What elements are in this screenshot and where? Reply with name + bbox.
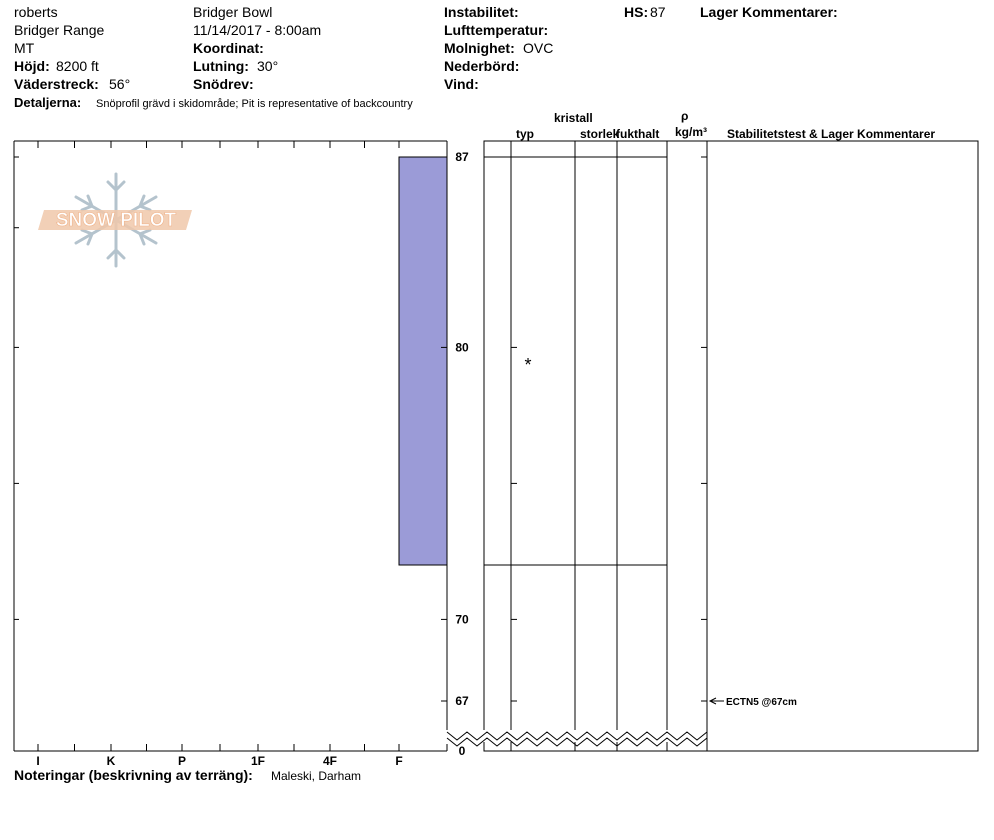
density-unit-header: kg/m³ — [675, 125, 708, 139]
instability-label: Instabilitet: — [444, 4, 519, 20]
grain-frame — [483, 140, 708, 752]
wind-label: Vind: — [444, 76, 479, 92]
crystal-column-header: kristall — [554, 111, 593, 125]
hs-value: 87 — [650, 4, 666, 20]
sky-cover-value: OVC — [523, 40, 554, 56]
hardness-label: 1F — [251, 754, 265, 768]
elevation-label: Höjd: — [14, 58, 50, 74]
depth-label: 70 — [455, 612, 469, 626]
axis-break-line — [446, 737, 708, 747]
stability-panel: ECTN5 @67cm — [706, 140, 979, 752]
aspect-label: Väderstreck: — [14, 76, 99, 92]
depth-label: 87 — [455, 150, 469, 164]
hardness-label: F — [395, 754, 402, 768]
grain-panel: * — [446, 140, 708, 752]
logo-text: SNOW PILOT — [56, 210, 177, 231]
slope-label: Lutning: — [193, 58, 249, 74]
axis-break-gap — [446, 730, 708, 742]
rho-column-header: ρ — [681, 109, 689, 123]
grain-type-symbol: * — [524, 355, 531, 375]
depth-axis: 87 80 70 67 0 — [441, 141, 469, 758]
moisture-column-header: fukthalt — [616, 127, 660, 141]
observer-name: roberts — [14, 4, 58, 20]
test-pointer-arrow — [708, 697, 717, 705]
stability-test-label: ECTN5 @67cm — [726, 697, 797, 708]
depth-label: 0 — [459, 744, 466, 758]
coordinate-label: Koordinat: — [193, 40, 264, 56]
hardness-label: P — [178, 754, 186, 768]
slope-value: 30° — [257, 58, 279, 74]
air-temperature-label: Lufttemperatur: — [444, 22, 549, 38]
hardness-label: 4F — [323, 754, 337, 768]
elevation-value: 8200 ft — [56, 58, 99, 74]
sky-cover-label: Molnighet: — [444, 40, 515, 56]
depth-label: 80 — [455, 340, 469, 354]
hardness-panel: I K P 1F 4F F — [13, 140, 448, 768]
notes-label: Noteringar (beskrivning av terräng): — [14, 767, 253, 783]
depth-label: 67 — [455, 694, 469, 708]
details-label: Detaljerna: — [14, 95, 82, 110]
layer-comments-label: Lager Kommentarer: — [700, 4, 838, 20]
aspect-value: 56° — [109, 76, 131, 92]
axis-break-line — [446, 731, 708, 741]
observation-datetime: 11/14/2017 - 8:00am — [193, 22, 322, 38]
wind-loading-label: Snödrev: — [193, 76, 254, 92]
location-name: Bridger Bowl — [193, 4, 273, 20]
layer-bar — [398, 156, 448, 566]
details-value: Snöprofil grävd i skidområde; Pit is rep… — [96, 98, 413, 110]
stability-frame — [706, 140, 979, 752]
snowpilot-logo: SNOW PILOT — [38, 170, 194, 270]
notes-value: Maleski, Darham — [271, 769, 362, 783]
mountain-range: Bridger Range — [14, 22, 105, 38]
hardness-label: I — [36, 754, 39, 768]
size-column-header: storlek — [580, 127, 620, 141]
hs-label: HS: — [624, 4, 649, 20]
precipitation-label: Nederbörd: — [444, 58, 520, 74]
hardness-label: K — [107, 754, 116, 768]
type-column-header: typ — [516, 127, 534, 141]
stability-column-header: Stabilitetstest & Lager Kommentarer — [727, 127, 936, 141]
state: MT — [14, 40, 35, 56]
